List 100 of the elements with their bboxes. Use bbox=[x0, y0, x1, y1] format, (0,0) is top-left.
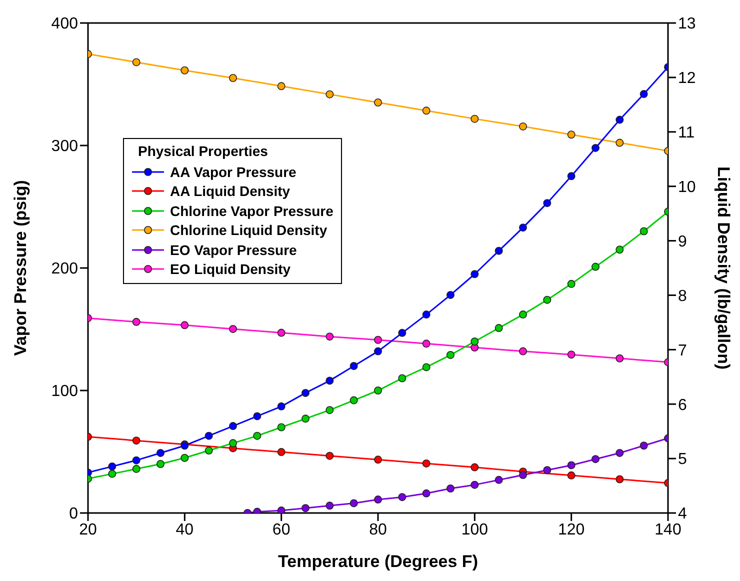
point bbox=[132, 58, 140, 66]
point bbox=[132, 436, 140, 445]
y-tick-label: 400 bbox=[51, 16, 78, 33]
point bbox=[519, 471, 527, 480]
point bbox=[494, 324, 503, 332]
point bbox=[374, 347, 382, 356]
point bbox=[567, 350, 576, 359]
point bbox=[543, 466, 552, 474]
point bbox=[470, 270, 479, 278]
point bbox=[616, 475, 624, 484]
point bbox=[470, 480, 479, 489]
point bbox=[543, 199, 552, 208]
point bbox=[446, 290, 454, 299]
y-axis-title: Vapor Pressure (psig) bbox=[11, 180, 30, 356]
point bbox=[470, 338, 479, 346]
point bbox=[374, 386, 382, 394]
point bbox=[519, 122, 527, 130]
y2-tick-label: 4 bbox=[678, 506, 687, 523]
point bbox=[277, 423, 286, 432]
point bbox=[640, 442, 648, 450]
legend-label: EO Vapor Pressure bbox=[170, 242, 297, 258]
point bbox=[494, 476, 503, 484]
point bbox=[374, 336, 382, 344]
point bbox=[374, 456, 382, 464]
point bbox=[567, 280, 576, 288]
point bbox=[470, 463, 479, 472]
point bbox=[302, 414, 310, 423]
point bbox=[567, 130, 576, 139]
y-tick-label: 300 bbox=[51, 138, 78, 156]
point bbox=[180, 454, 189, 462]
point bbox=[132, 456, 140, 464]
point bbox=[616, 354, 624, 362]
point bbox=[156, 460, 164, 468]
legend-label: AA Liquid Density bbox=[170, 183, 290, 200]
point bbox=[326, 332, 334, 341]
point bbox=[398, 493, 406, 502]
point bbox=[446, 350, 454, 359]
x-tick-label: 40 bbox=[176, 521, 194, 538]
point bbox=[470, 114, 479, 123]
point bbox=[543, 296, 552, 304]
point bbox=[422, 363, 430, 372]
x-tick-label: 100 bbox=[461, 521, 488, 538]
point bbox=[204, 446, 213, 455]
x-axis-title: Temperature (Degrees F) bbox=[278, 552, 478, 571]
y-tick-label: 0 bbox=[69, 506, 78, 523]
point bbox=[494, 246, 503, 255]
point bbox=[350, 499, 358, 508]
legend-title: Physical Properties bbox=[138, 143, 269, 159]
point bbox=[108, 462, 116, 470]
point bbox=[277, 506, 286, 513]
point bbox=[180, 321, 189, 330]
legend-label: Chlorine Liquid Density bbox=[170, 222, 328, 238]
y2-tick-label: 9 bbox=[678, 233, 687, 250]
point bbox=[422, 340, 430, 348]
legend-label: Chlorine Vapor Pressure bbox=[170, 202, 334, 219]
y2-tick-label: 11 bbox=[678, 124, 695, 142]
point bbox=[350, 396, 358, 404]
point bbox=[616, 116, 624, 124]
point bbox=[132, 318, 140, 326]
point bbox=[422, 310, 430, 319]
y2-tick-label: 5 bbox=[678, 451, 687, 468]
point bbox=[640, 227, 648, 236]
x-tick-label: 80 bbox=[369, 521, 387, 538]
x-tick-label: 60 bbox=[272, 521, 290, 538]
point bbox=[302, 504, 310, 512]
legend-label: AA Vapor Pressure bbox=[170, 164, 296, 180]
point bbox=[253, 412, 262, 420]
y2-tick-label: 10 bbox=[678, 179, 696, 196]
y2-tick-label: 13 bbox=[678, 16, 696, 33]
point bbox=[422, 106, 430, 115]
point bbox=[567, 471, 576, 480]
point bbox=[156, 448, 164, 457]
y-tick-label: 100 bbox=[51, 383, 78, 400]
point bbox=[592, 262, 600, 271]
point bbox=[374, 496, 382, 504]
point bbox=[132, 464, 140, 473]
point bbox=[374, 98, 382, 106]
point bbox=[567, 461, 576, 470]
y2-tick-label: 7 bbox=[678, 342, 687, 360]
point bbox=[277, 402, 286, 410]
point bbox=[326, 376, 334, 385]
y2-axis-title: Liquid Density (lb/gallon) bbox=[714, 166, 733, 370]
y2-tick-label: 6 bbox=[678, 396, 687, 414]
point bbox=[229, 74, 237, 82]
y-tick-label: 200 bbox=[51, 260, 78, 278]
point bbox=[592, 455, 600, 464]
y2-tick-label: 12 bbox=[678, 70, 696, 88]
legend-label: EO Liquid Density bbox=[170, 261, 291, 278]
point bbox=[277, 328, 286, 337]
point bbox=[277, 448, 286, 456]
point bbox=[277, 82, 286, 90]
point bbox=[253, 432, 262, 440]
point bbox=[108, 470, 116, 478]
point bbox=[446, 484, 454, 492]
point bbox=[204, 432, 213, 440]
point bbox=[180, 66, 189, 74]
point bbox=[592, 144, 600, 152]
x-tick-label: 20 bbox=[79, 521, 97, 538]
point bbox=[229, 324, 237, 333]
point bbox=[519, 224, 527, 232]
